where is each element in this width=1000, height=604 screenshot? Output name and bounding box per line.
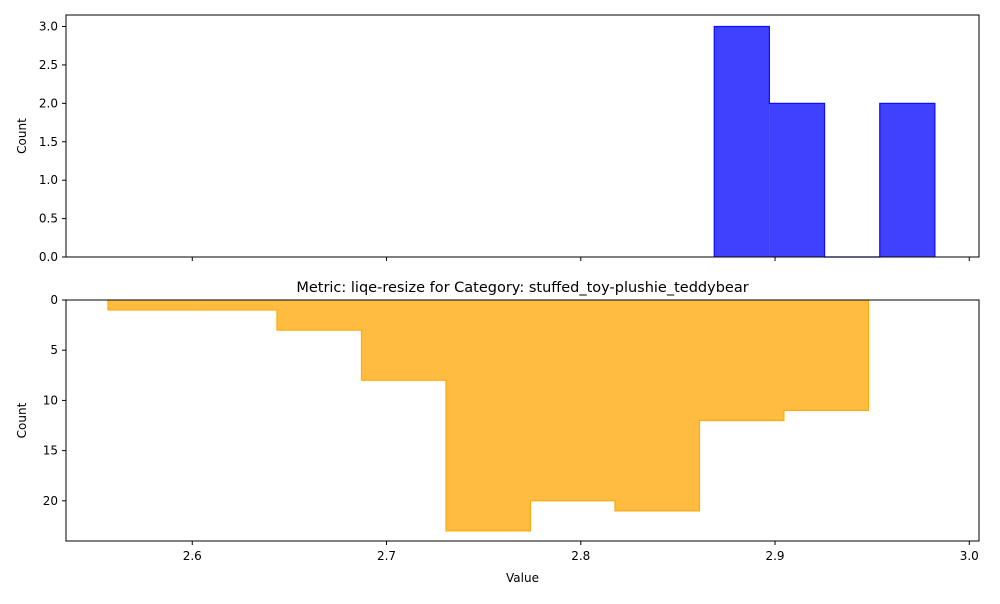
histogram-bar	[192, 300, 277, 310]
y-tick-label: 5	[50, 343, 58, 357]
x-tick-label: 2.8	[571, 549, 590, 563]
y-axis-label: Count	[15, 402, 29, 438]
y-tick-label: 20	[43, 494, 58, 508]
x-tick-label: 3.0	[960, 549, 979, 563]
y-tick-label: 1.5	[39, 135, 58, 149]
y-tick-label: 2.0	[39, 96, 58, 110]
histogram-bar	[530, 300, 615, 501]
histogram-bar	[361, 300, 446, 380]
histogram-bar	[714, 27, 769, 257]
histogram-bar	[446, 300, 531, 531]
bottom-histogram-panel: 0 5 10 15 20 2.6 2.7 2.8 2.9 3.0 Count Value Metric:…	[15, 280, 979, 585]
y-tick-label: 2.5	[39, 58, 58, 72]
x-tick-label: 2.7	[377, 549, 396, 563]
chart-title: Metric: liqe-resize for Category: stuffe…	[296, 280, 748, 296]
histogram-bar	[615, 300, 700, 511]
y-tick-label: 0.0	[39, 250, 58, 264]
y-tick-label: 1.0	[39, 173, 58, 187]
histogram-bar	[769, 103, 824, 257]
x-axis-label: Value	[506, 571, 539, 585]
y-tick-label: 10	[43, 393, 58, 407]
x-tick-label: 2.9	[765, 549, 784, 563]
axes-frame	[66, 15, 979, 257]
x-tick-label: 2.6	[183, 549, 202, 563]
y-tick-label: 0	[50, 293, 58, 307]
histogram-bar	[784, 300, 869, 410]
histogram-bar	[880, 103, 935, 257]
y-tick-label: 15	[43, 444, 58, 458]
y-axis-label: Count	[15, 118, 29, 154]
histogram-bar	[108, 300, 193, 310]
histogram-bar	[699, 300, 784, 421]
histogram-bar	[277, 300, 362, 330]
y-tick-label: 0.5	[39, 212, 58, 226]
y-tick-label: 3.0	[39, 20, 58, 34]
top-histogram-panel: 0.0 0.5 1.0 1.5 2.0 2.5 3.0 Count	[15, 15, 979, 264]
